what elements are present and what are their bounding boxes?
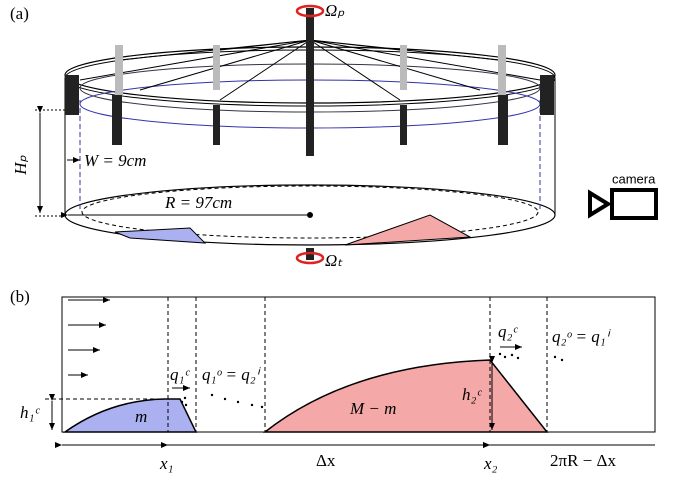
x1-label: x₁ [159,454,173,473]
q2o-label: q₂ᵒ = q₁ⁱ [552,327,612,346]
q1c-label: q₁ᶜ [170,365,190,384]
omega-t: Ωₜ [325,251,343,270]
q1o-label: q₁ᵒ = q₂ⁱ [202,365,262,384]
dune-a1 [115,228,205,243]
figure: (a) Ωₚ Ωₜ Hₚ W = 9cm R = 97cm camera (b)… [0,0,675,477]
camera-label: camera [612,171,656,186]
mass-2: M − m [349,399,396,418]
panel-label: (a) [10,4,29,23]
omega-p: Ωₚ [325,1,345,20]
width-label: W = 9cm [84,151,146,170]
height-label: Hₚ [11,155,30,176]
radius-label: R = 97cm [164,193,232,212]
mass-1: m [135,407,147,426]
h1-label: h₁ᶜ [20,403,40,422]
camera-icon [590,190,656,218]
dune-2 [265,360,547,432]
paddles [65,8,554,260]
rest-label: 2πR − Δx [550,451,616,470]
dune-a2 [345,215,470,245]
panel-label: (b) [10,287,30,306]
dx-label: Δx [316,451,336,470]
flow-arrows [68,300,110,375]
q2c-label: q₂ᶜ [498,322,518,341]
h2-label: h₂ᶜ [462,385,482,404]
dune-1 [65,399,196,432]
x2-label: x₂ [483,454,498,473]
